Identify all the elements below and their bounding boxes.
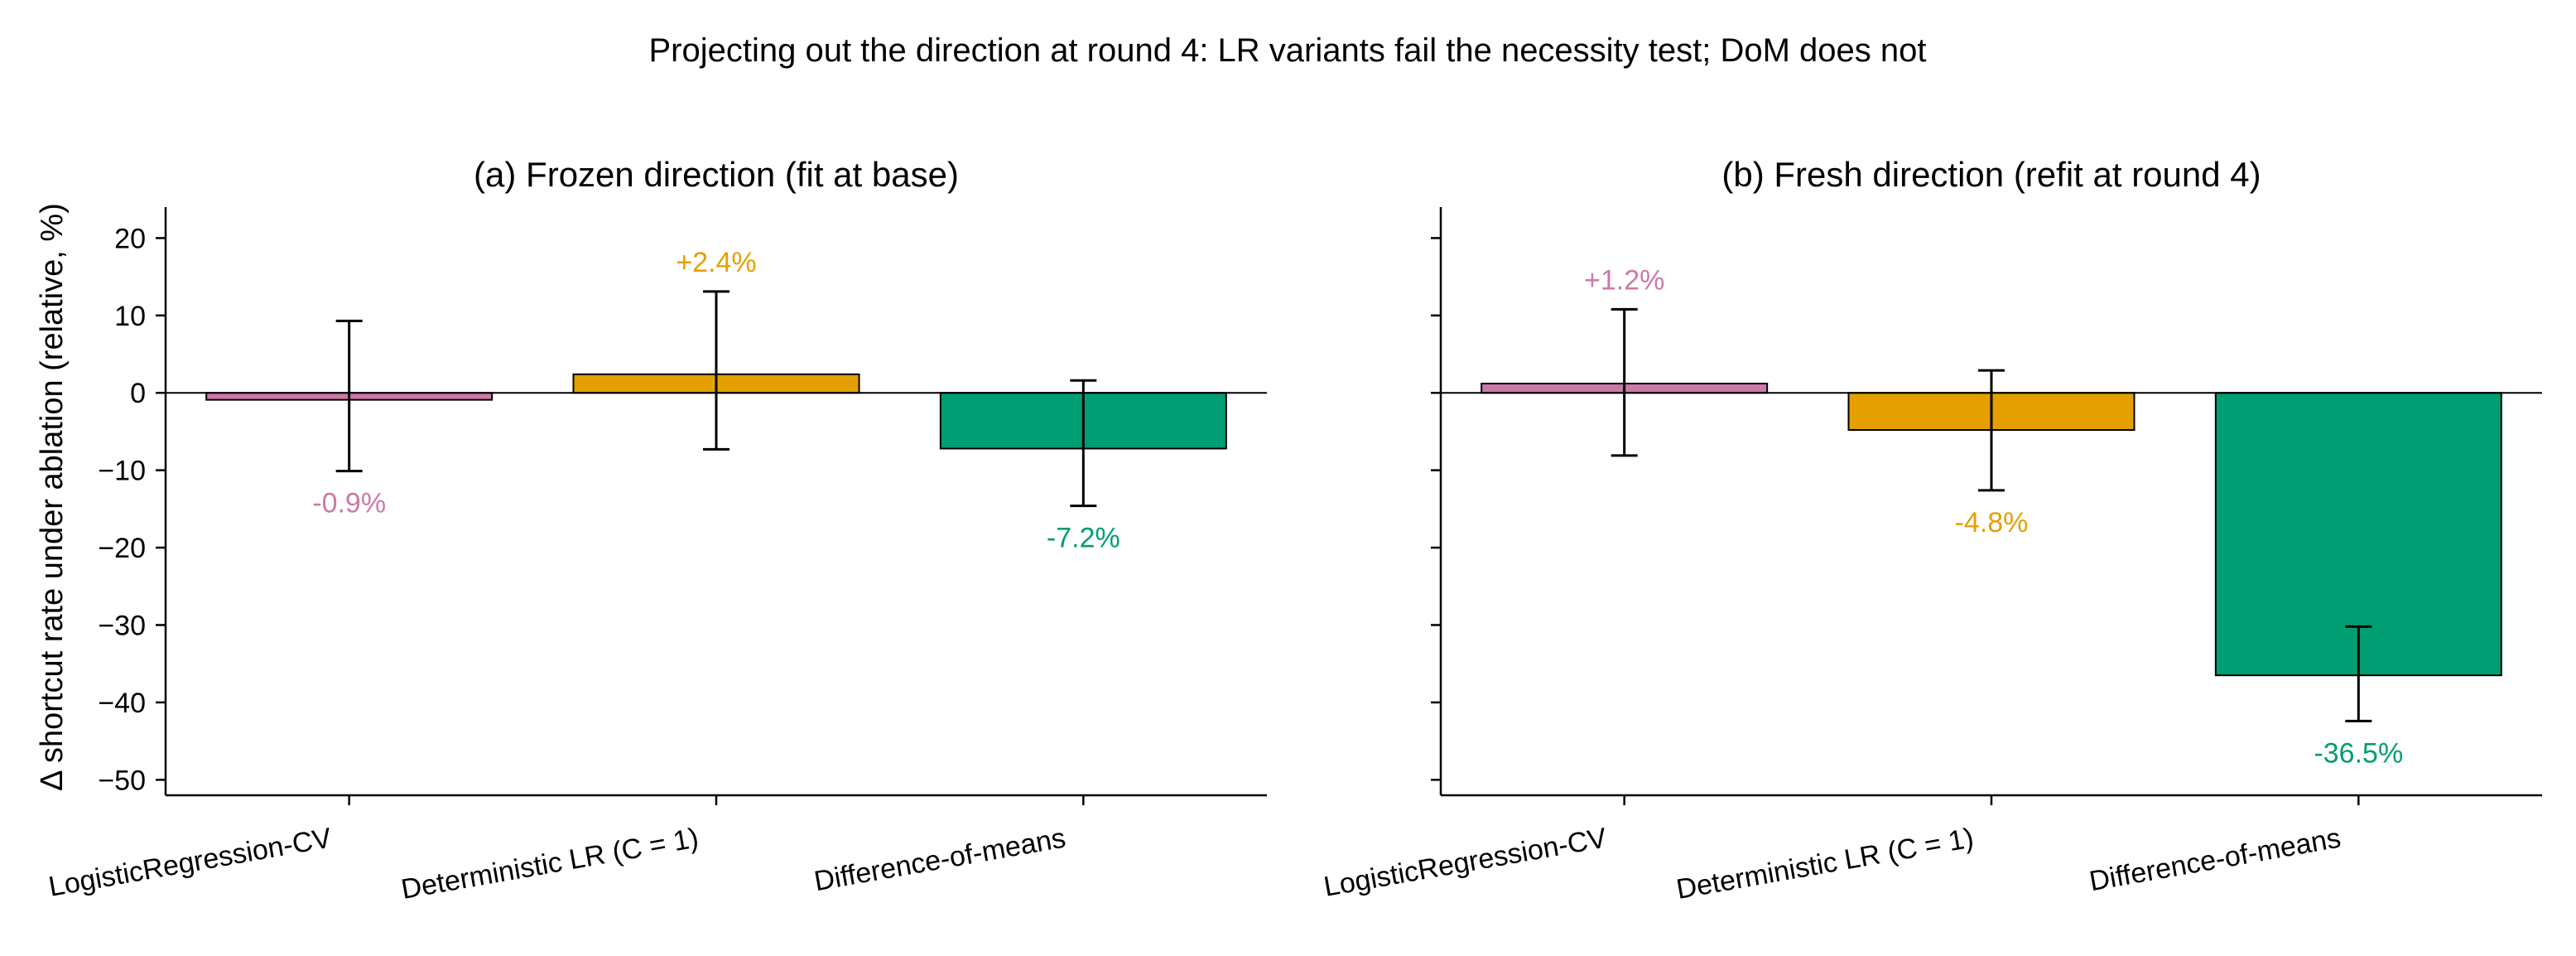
y-tick-label: 0 xyxy=(130,378,146,409)
x-tick-label: Deterministic LR (C = 1) xyxy=(1674,822,1977,905)
y-tick-label: 10 xyxy=(114,301,146,332)
x-tick-label: Deterministic LR (C = 1) xyxy=(399,822,701,905)
data-label: -0.9% xyxy=(312,488,386,519)
y-tick-label: −50 xyxy=(98,765,146,796)
data-label: -36.5% xyxy=(2314,737,2403,769)
subplot-title: (b) Fresh direction (refit at round 4) xyxy=(1721,155,2261,194)
panel-fresh-direction: (b) Fresh direction (refit at round 4) +1… xyxy=(1322,155,2542,905)
figure-title: Projecting out the direction at round 4:… xyxy=(648,32,1926,69)
data-label: +1.2% xyxy=(1584,264,1664,296)
data-label: +2.4% xyxy=(676,247,756,278)
x-tick-label: LogisticRegression-CV xyxy=(1322,822,1609,903)
y-tick-label: −40 xyxy=(98,688,146,719)
x-tick-label: Difference-of-means xyxy=(2087,822,2342,897)
y-tick-label: −30 xyxy=(98,610,146,641)
y-tick-label: 20 xyxy=(114,223,146,254)
y-tick-label: −10 xyxy=(98,456,146,487)
y-axis-label: Δ shortcut rate under ablation (relative… xyxy=(35,203,70,791)
x-tick-label: Difference-of-means xyxy=(811,822,1067,897)
y-tick-label: −20 xyxy=(98,533,146,564)
data-label: -7.2% xyxy=(1047,523,1120,554)
x-tick-label: LogisticRegression-CV xyxy=(46,822,334,903)
subplot-title: (a) Frozen direction (fit at base) xyxy=(474,155,959,194)
data-label: -4.8% xyxy=(1955,507,2029,538)
panel-frozen-direction: (a) Frozen direction (fit at base) 20 10 0 −… xyxy=(46,155,1267,905)
